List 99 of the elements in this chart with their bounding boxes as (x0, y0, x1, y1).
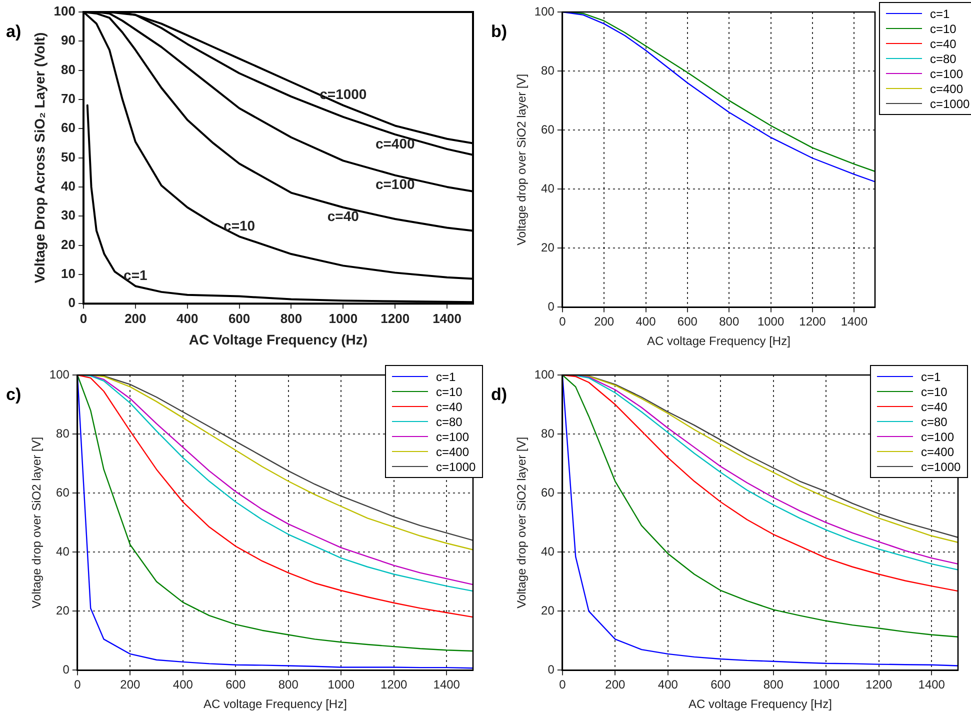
x-axis-title: AC voltage Frequency [Hz] (688, 697, 832, 712)
y-tick-label: 30 (61, 208, 76, 223)
legend-label: c=80 (436, 414, 462, 428)
annotation: c=100 (375, 176, 415, 192)
legend-label: c=10 (436, 384, 462, 398)
y-tick-label: 50 (61, 149, 76, 164)
legend-label: c=40 (921, 400, 948, 414)
annotation: c=1000 (320, 86, 367, 102)
x-axis-title: AC Voltage Frequency (Hz) (188, 331, 368, 348)
x-tick-label: 1000 (812, 678, 840, 692)
y-tick-label: 0 (548, 662, 555, 677)
x-tick-label: 400 (658, 678, 678, 692)
x-tick-label: 400 (172, 678, 194, 692)
legend-label: c=40 (436, 400, 462, 414)
x-tick-label: 0 (559, 678, 566, 692)
legend-label: c=100 (930, 66, 964, 80)
legend-label: c=1000 (436, 460, 476, 474)
legend-label: c=1000 (930, 96, 970, 110)
x-tick-label: 1000 (328, 678, 355, 692)
x-tick-label: 200 (120, 678, 140, 692)
y-tick-label: 80 (541, 426, 555, 440)
legend-label: c=1 (436, 370, 456, 384)
y-tick-label: 40 (61, 178, 76, 194)
x-tick-label: 600 (226, 678, 246, 692)
annotation: c=400 (375, 135, 415, 152)
y-tick-label: 80 (61, 62, 76, 77)
y-tick-label: 100 (49, 367, 70, 382)
y-tick-label: 80 (56, 426, 70, 440)
y-tick-label: 100 (54, 4, 76, 19)
y-tick-label: 70 (61, 91, 76, 106)
y-tick-label: 20 (56, 603, 70, 618)
annotation: c=1 (124, 266, 148, 283)
x-tick-label: 1200 (380, 678, 408, 692)
x-tick-label: 1200 (799, 314, 826, 329)
x-tick-label: 0 (559, 314, 566, 329)
text: a) (6, 22, 22, 42)
y-axis-title: Voltage drop over SiO2 layer [V] (514, 436, 529, 608)
x-tick-label: 600 (677, 314, 698, 329)
y-tick-label: 60 (541, 485, 555, 500)
y-tick-label: 100 (534, 367, 555, 382)
x-tick-label: 600 (228, 310, 250, 326)
annotation: c=10 (224, 217, 256, 234)
legend-label: c=1 (930, 6, 950, 20)
legend-label: c=10 (930, 22, 956, 36)
legend-label: c=400 (436, 444, 470, 458)
y-tick-label: 0 (62, 662, 70, 677)
x-axis-title: AC voltage Frequency [Hz] (204, 697, 347, 712)
x-tick-label: 800 (719, 314, 740, 329)
x-tick-label: 1400 (840, 314, 868, 329)
x-tick-label: 1000 (328, 310, 358, 326)
annotation: c=40 (327, 208, 360, 224)
y-tick-label: 20 (541, 603, 555, 618)
y-tick-label: 60 (541, 122, 555, 136)
x-tick-label: 1400 (918, 678, 946, 692)
y-tick-label: 60 (56, 485, 70, 500)
legend-label: c=80 (930, 52, 956, 66)
y-axis-title: Voltage Drop Across SiO₂ Layer (Volt) (31, 32, 48, 284)
x-tick-label: 1200 (380, 310, 410, 326)
text: d) (491, 385, 508, 405)
x-tick-label: 800 (280, 310, 302, 326)
legend-label: c=40 (930, 36, 956, 50)
y-tick-label: 60 (61, 120, 76, 136)
y-tick-label: 10 (61, 266, 76, 282)
x-tick-label: 1400 (432, 310, 462, 326)
x-tick-label: 200 (605, 678, 626, 692)
legend-label: c=100 (921, 430, 954, 444)
y-tick-label: 0 (68, 295, 76, 310)
y-tick-label: 40 (541, 544, 555, 558)
legend-label: c=1 (921, 370, 941, 384)
x-tick-label: 800 (278, 678, 299, 692)
legend-label: c=80 (921, 414, 948, 428)
x-tick-label: 400 (176, 310, 198, 326)
y-tick-label: 20 (541, 240, 555, 254)
y-tick-label: 80 (541, 63, 555, 78)
x-tick-label: 200 (594, 314, 614, 329)
y-tick-label: 20 (61, 236, 76, 252)
x-tick-label: 0 (80, 310, 88, 326)
text: c) (6, 385, 22, 405)
text: b) (491, 22, 508, 42)
y-axis-title: Voltage drop over SiO2 layer [V] (514, 74, 529, 246)
x-tick-label: 200 (124, 310, 146, 326)
legend-label: c=400 (930, 82, 964, 96)
legend-label: c=10 (921, 384, 948, 398)
y-tick-label: 40 (541, 181, 555, 196)
x-tick-label: 400 (636, 314, 656, 329)
legend-label: c=1000 (921, 460, 961, 474)
y-tick-label: 40 (56, 544, 70, 558)
x-tick-label: 1000 (757, 314, 784, 329)
x-tick-label: 1200 (866, 678, 893, 692)
y-tick-label: 100 (534, 4, 555, 18)
legend-label: c=400 (921, 444, 954, 458)
y-axis-title: Voltage drop over SiO2 layer [V] (30, 436, 44, 608)
x-tick-label: 600 (710, 678, 731, 692)
x-axis-title: AC voltage Frequency [Hz] (647, 334, 790, 348)
legend-label: c=100 (436, 430, 470, 444)
x-tick-label: 800 (763, 678, 784, 692)
x-tick-label: 1400 (433, 678, 460, 692)
y-tick-label: 0 (548, 300, 555, 314)
y-tick-label: 90 (61, 32, 76, 48)
